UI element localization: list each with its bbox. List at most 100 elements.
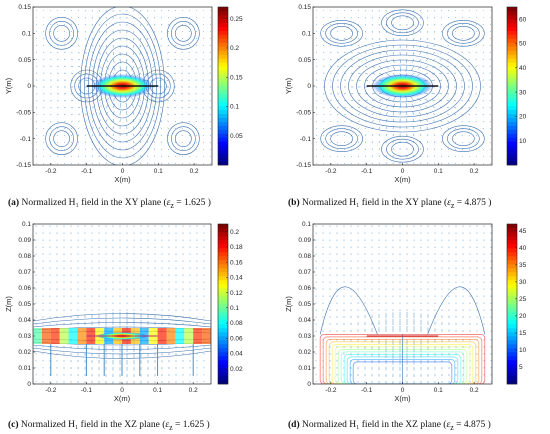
caption-d-sub: z bbox=[450, 422, 454, 432]
colorbar-tick-label: 20 bbox=[519, 313, 527, 320]
field-layer bbox=[315, 9, 492, 165]
x-axis-label: X(m) bbox=[394, 394, 411, 403]
colorbar-tick-label: 0.04 bbox=[230, 351, 243, 358]
y-tick-label: 0.15 bbox=[18, 4, 31, 11]
x-tick-label: 0.1 bbox=[434, 168, 443, 175]
caption-c-value: = 1.625 ) bbox=[175, 420, 210, 430]
x-tick-label: 0.1 bbox=[153, 387, 162, 394]
x-tick-label: -0.2 bbox=[45, 387, 57, 394]
y-tick-label: 0.02 bbox=[298, 349, 311, 356]
x-tick-label: 0.1 bbox=[434, 387, 443, 394]
x-tick-label: 0 bbox=[120, 387, 124, 394]
colorbar: 10 20 30 40 50 60 bbox=[506, 6, 527, 166]
caption-a: (a) Normalized H₁ field in the XY plane … bbox=[8, 198, 211, 210]
x-axis-label: X(m) bbox=[114, 394, 131, 403]
y-tick-label: 0.07 bbox=[18, 269, 31, 276]
caption-a-value: = 1.625 ) bbox=[176, 198, 211, 208]
panel-d: -0.2 -0.1 0 0.1 0.2 0 0.01 0.02 0.03 0.04 0.05 0.06… bbox=[275, 217, 550, 434]
colorbar-tick-label: 0.08 bbox=[230, 320, 243, 327]
contour-lines bbox=[319, 286, 486, 335]
y-tick-label: 0.02 bbox=[18, 349, 31, 356]
y-tick-label: 0.05 bbox=[18, 57, 31, 64]
x-tick-label: 0 bbox=[121, 168, 125, 175]
y-tick-label: 0 bbox=[307, 83, 311, 90]
x-tick-label: 0.2 bbox=[190, 168, 199, 175]
caption-c-eps: ε bbox=[165, 420, 170, 430]
caption-d-value: = 4.875 ) bbox=[456, 420, 491, 430]
colorbar-tick-label: 10 bbox=[519, 347, 527, 354]
panel-c: -0.2 -0.1 0 0.1 0.2 0 0.01 0.02 0.03 0.04 0.05 0.06… bbox=[0, 217, 275, 434]
caption-b-letter: (b) bbox=[288, 198, 300, 208]
y-tick-label: 0.03 bbox=[298, 333, 311, 340]
x-tick-label: 0.2 bbox=[470, 168, 479, 175]
y-tick-label: 0.1 bbox=[302, 221, 311, 228]
x-tick-label: -0.1 bbox=[361, 168, 373, 175]
y-tick-label: 0.09 bbox=[298, 237, 311, 244]
colorbar: 0.02 0.04 0.06 0.08 0.1 0.12 0.14 0.16 0.18 0.2 bbox=[217, 223, 243, 385]
y-tick-label: -0.1 bbox=[300, 136, 312, 143]
colorbar-tick-label: 0.2 bbox=[230, 45, 239, 52]
colorbar-tick-label: 15 bbox=[519, 330, 527, 337]
caption-d-letter: (d) bbox=[288, 420, 300, 430]
x-tick-label: 0 bbox=[401, 387, 405, 394]
colorbar-tick-label: 30 bbox=[519, 279, 527, 286]
y-tick-label: -0.05 bbox=[16, 110, 31, 117]
colorbar-tick-label: 25 bbox=[519, 296, 527, 303]
y-tick-label: 0.08 bbox=[18, 253, 31, 260]
plot-a: -0.2 -0.1 0 0.1 0.2 -0.15 -0.1 -0.05 0 0.05 0.1 0.1… bbox=[4, 4, 243, 184]
colorbar: 5 10 15 20 25 30 35 40 45 bbox=[506, 223, 527, 385]
x-tick-label: -0.2 bbox=[325, 168, 337, 175]
caption-b-sub: z bbox=[450, 200, 455, 210]
y-axis-label: Y(m) bbox=[4, 77, 13, 94]
colorbar-tick-label: 0.05 bbox=[230, 133, 243, 140]
caption-b: (b) Normalized H₁ field in the XY plane … bbox=[288, 198, 491, 210]
caption-a-eps: ε bbox=[166, 198, 171, 208]
panel-b: -0.2 -0.1 0 0.1 0.2 -0.15 -0.1 -0.05 0 0.05 0.1 0.1… bbox=[275, 0, 550, 217]
caption-b-text: Normalized H₁ field in the XY plane ( bbox=[302, 198, 448, 208]
vector-arrows bbox=[315, 9, 492, 165]
x-tick-label: -0.1 bbox=[361, 387, 373, 394]
x-tick-label: -0.1 bbox=[81, 387, 93, 394]
vector-arrows bbox=[35, 9, 212, 165]
y-tick-label: -0.15 bbox=[296, 162, 311, 169]
colorbar-tick-label: 0.25 bbox=[230, 16, 243, 23]
y-tick-label: 0.07 bbox=[298, 269, 311, 276]
caption-b-eps: ε bbox=[447, 198, 451, 208]
colorbar-tick-label: 50 bbox=[519, 41, 527, 48]
x-axis-label: X(m) bbox=[114, 175, 131, 184]
x-tick-label: -0.2 bbox=[325, 387, 337, 394]
plot-d: -0.2 -0.1 0 0.1 0.2 0 0.01 0.02 0.03 0.04 0.05 0.06… bbox=[284, 221, 527, 403]
colorbar-tick-label: 10 bbox=[519, 138, 527, 145]
colorbar-tick-label: 45 bbox=[519, 228, 527, 235]
colorbar: 0.05 0.1 0.15 0.2 0.25 bbox=[217, 6, 243, 166]
y-tick-label: 0.05 bbox=[298, 301, 311, 308]
panel-a: -0.2 -0.1 0 0.1 0.2 -0.15 -0.1 -0.05 0 0.05 0.1 0.1… bbox=[0, 0, 275, 217]
x-axis-label: X(m) bbox=[394, 175, 411, 184]
plot-c: -0.2 -0.1 0 0.1 0.2 0 0.01 0.02 0.03 0.04 0.05 0.06… bbox=[4, 221, 243, 403]
y-tick-label: 0.06 bbox=[18, 285, 31, 292]
caption-d: (d) Normalized H₁ field in the XZ plane … bbox=[288, 420, 491, 432]
y-tick-label: 0.05 bbox=[18, 301, 31, 308]
colorbar-tick-label: 0.15 bbox=[230, 74, 243, 81]
caption-a-text: Normalized H₁ field in the XY plane ( bbox=[21, 198, 167, 208]
field-layer bbox=[315, 225, 492, 384]
colorbar-tick-label: 40 bbox=[519, 65, 527, 72]
y-tick-label: 0 bbox=[307, 381, 311, 388]
y-axis-label: Y(m) bbox=[284, 77, 293, 94]
caption-a-sub: z bbox=[170, 200, 174, 210]
y-tick-label: 0.1 bbox=[22, 221, 31, 228]
x-tick-label: 0.1 bbox=[154, 168, 163, 175]
field-layer bbox=[33, 225, 211, 384]
colorbar-tick-label: 0.02 bbox=[230, 366, 243, 373]
caption-c-letter: (c) bbox=[8, 420, 19, 430]
y-tick-label: 0.01 bbox=[298, 365, 311, 372]
y-tick-label: 0.08 bbox=[298, 253, 311, 260]
plot-b: -0.2 -0.1 0 0.1 0.2 -0.15 -0.1 -0.05 0 0.05 0.1 0.1… bbox=[284, 4, 527, 184]
y-tick-label: -0.15 bbox=[16, 162, 31, 169]
y-tick-label: 0.01 bbox=[18, 365, 31, 372]
colorbar-tick-label: 0.06 bbox=[230, 335, 243, 342]
x-tick-label: -0.1 bbox=[81, 168, 93, 175]
colorbar-tick-label: 20 bbox=[519, 114, 527, 121]
y-tick-label: 0.04 bbox=[18, 317, 31, 324]
y-tick-label: -0.05 bbox=[296, 110, 311, 117]
